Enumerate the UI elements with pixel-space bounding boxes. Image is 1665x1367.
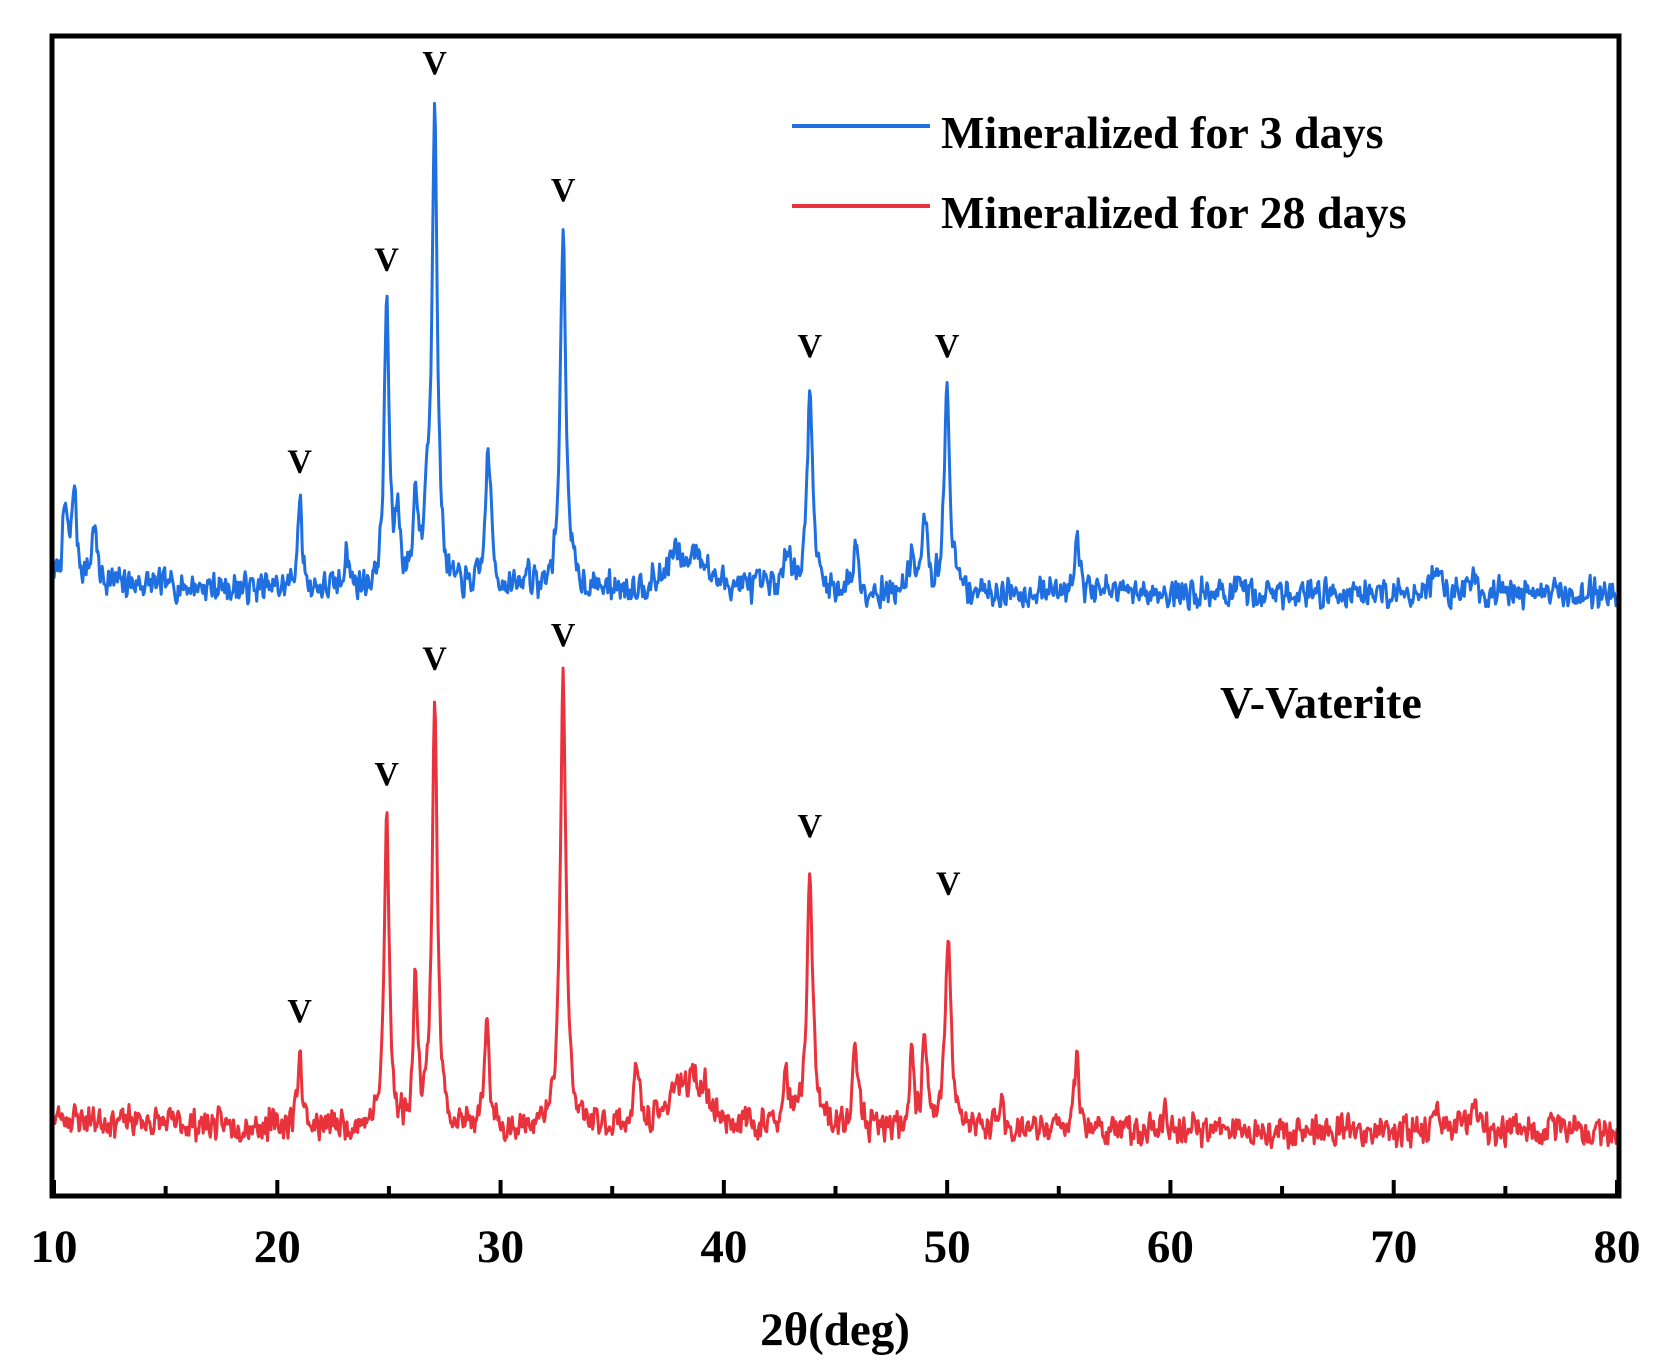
peak-marker: V (422, 640, 447, 677)
x-tick-label: 60 (1147, 1221, 1194, 1273)
x-axis-tick-labels: 10 20 30 40 50 60 70 80 (31, 1221, 1641, 1273)
peak-marker: V (551, 617, 576, 654)
peak-marker: V (935, 328, 960, 365)
x-tick-label: 80 (1594, 1221, 1641, 1273)
peak-marker: V (798, 328, 823, 365)
peak-marker-layer: V V V V V V V V V V V V (287, 45, 961, 1030)
series-line-3-days (52, 101, 1619, 612)
plot-frame (49, 33, 1622, 1199)
peak-marker: V (422, 45, 447, 82)
x-tick-label: 30 (477, 1221, 524, 1273)
x-tick-label: 70 (1370, 1221, 1417, 1273)
legend-label-3-days: Mineralized for 3 days (941, 107, 1383, 158)
vaterite-annotation: V-Vaterite (1220, 677, 1422, 728)
peak-marker: V (374, 756, 399, 793)
peak-marker: V (287, 993, 312, 1030)
series-line-28-days (52, 666, 1619, 1150)
peak-marker: V (798, 808, 823, 845)
x-tick-label: 20 (254, 1221, 301, 1273)
series-layer (52, 101, 1619, 1150)
legend: Mineralized for 3 days Mineralized for 2… (792, 107, 1406, 238)
peak-marker: V (936, 866, 961, 903)
peak-marker: V (551, 172, 576, 209)
x-tick-label: 40 (700, 1221, 747, 1273)
x-tick-label: 50 (924, 1221, 971, 1273)
peak-marker: V (287, 444, 312, 481)
x-axis-ticks (52, 1180, 1619, 1194)
legend-label-28-days: Mineralized for 28 days (941, 187, 1406, 238)
x-tick-label: 10 (31, 1221, 78, 1273)
peak-marker: V (374, 241, 399, 278)
x-axis-title: 2θ(deg) (760, 1304, 910, 1356)
